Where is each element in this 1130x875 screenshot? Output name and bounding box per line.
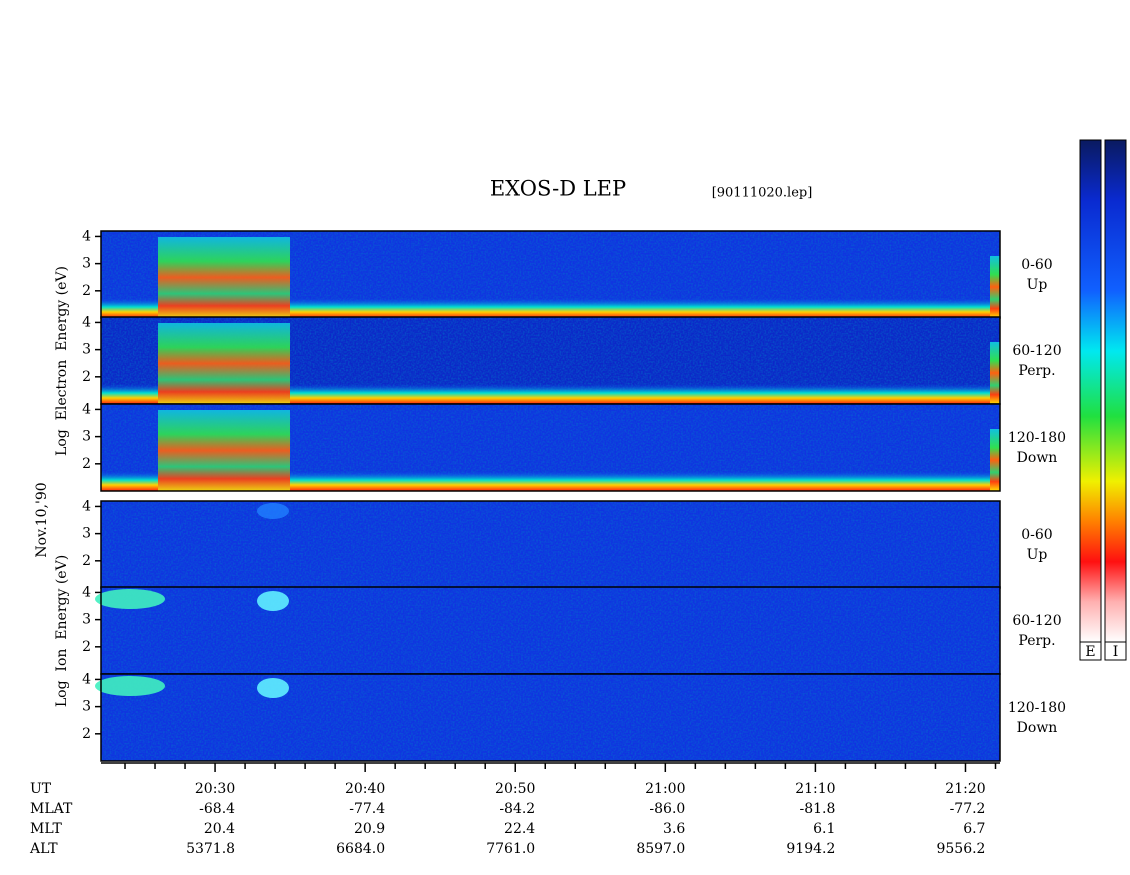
spectrogram-feature [257,591,289,611]
angle-label: 120-180 [1008,430,1066,446]
ephemeris-value: 9194.2 [786,841,835,857]
spectrogram-feature [290,298,1000,318]
ephemeris-row-label: UT [30,781,52,797]
spectrogram-feature [990,256,1000,318]
ephemeris-value: -86.0 [649,801,685,817]
direction-label: Down [1017,450,1058,466]
ephemeris-row-label: ALT [29,841,58,857]
y-tick-label: 3 [82,526,91,542]
ephemeris-value: 6684.0 [336,841,385,857]
colorbar-label: E [1085,644,1095,660]
y-tick-label: 3 [82,256,91,272]
y-tick-label: 2 [82,639,91,655]
spectrogram-feature [257,678,289,698]
file-label: [90111020.lep] [712,186,813,201]
x-tick-label: 21:10 [795,781,835,797]
ephemeris-value: 6.1 [813,821,835,837]
x-tick-label: 21:00 [645,781,685,797]
colorbar-label: I [1113,644,1119,660]
spectrogram-noise [101,501,1000,588]
spectrogram-noise [101,674,1000,761]
y-tick-label: 4 [82,401,91,417]
y-tick-label: 4 [82,228,91,244]
ephemeris-value: 22.4 [504,821,535,837]
colorbar [1079,139,1102,643]
spectrogram-feature [290,471,1000,491]
colorbar [1104,139,1127,643]
direction-label: Up [1027,547,1048,563]
y-axis-label: Log Ion Energy (eV) [54,555,70,707]
spectrogram-feature [990,429,1000,491]
spectrogram-feature [101,384,158,404]
spectrogram-feature [101,471,158,491]
y-tick-label: 4 [82,314,91,330]
spectrogram-feature [95,676,165,696]
ephemeris-value: 7761.0 [486,841,535,857]
direction-label: Perp. [1018,363,1055,379]
ephemeris-value: -68.4 [199,801,235,817]
ephemeris-value: 6.7 [963,821,985,837]
angle-label: 120-180 [1008,700,1066,716]
spectrogram-feature [158,237,290,318]
ephemeris-value: 8597.0 [636,841,685,857]
y-tick-label: 2 [82,726,91,742]
spectrogram-feature [95,589,165,609]
direction-label: Down [1017,720,1058,736]
ephemeris-value: -77.2 [950,801,986,817]
y-tick-label: 3 [82,699,91,715]
panel-frame [100,673,1001,762]
y-tick-label: 4 [82,498,91,514]
ephemeris-value: 3.6 [663,821,685,837]
direction-label: Perp. [1018,633,1055,649]
ephemeris-value: -77.4 [349,801,385,817]
angle-label: 0-60 [1021,527,1052,543]
spectrogram-feature [158,323,290,404]
y-tick-label: 3 [82,429,91,445]
angle-label: 60-120 [1012,613,1061,629]
colorbar-label-box [1104,641,1127,661]
x-tick-label: 20:40 [345,781,385,797]
ephemeris-row-label: MLT [30,821,62,837]
y-tick-label: 4 [82,584,91,600]
y-axis-label: Log Electron Energy (eV) [54,266,70,456]
y-tick-label: 3 [82,612,91,628]
x-tick-label: 20:50 [495,781,535,797]
colorbar-label-box [1079,641,1102,661]
direction-label: Up [1027,277,1048,293]
y-tick-label: 2 [82,369,91,385]
ephemeris-row-label: MLAT [30,801,73,817]
y-tick-label: 2 [82,553,91,569]
y-tick-label: 3 [82,342,91,358]
x-tick-label: 20:30 [195,781,235,797]
ephemeris-value: 9556.2 [936,841,985,857]
x-tick-label: 21:20 [945,781,985,797]
y-tick-label: 4 [82,671,91,687]
spectrogram-feature [101,298,158,318]
spectrogram-feature [290,384,1000,404]
angle-label: 60-120 [1012,343,1061,359]
y-tick-label: 2 [82,283,91,299]
ephemeris-value: 20.9 [354,821,385,837]
chart-title: EXOS-D LEP [490,177,626,201]
ephemeris-value: -84.2 [499,801,535,817]
spectrogram-noise [101,587,1000,674]
ephemeris-value: -81.8 [799,801,835,817]
spectrogram-feature [257,503,289,519]
panel-frame [100,403,1001,492]
spectrogram-feature [158,410,290,491]
ephemeris-value: 5371.8 [186,841,235,857]
ephemeris-value: 20.4 [204,821,235,837]
angle-label: 0-60 [1021,257,1052,273]
date-label: Nov.10,'90 [34,482,50,557]
y-tick-label: 2 [82,456,91,472]
spectrogram-feature [990,342,1000,404]
